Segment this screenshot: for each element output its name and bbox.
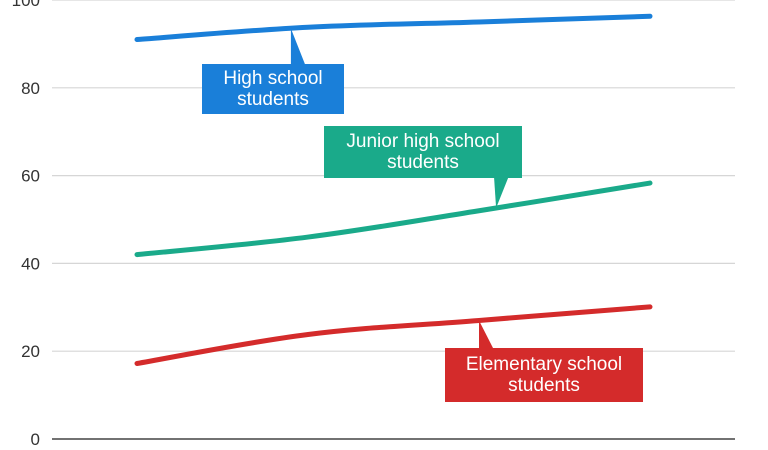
series-label: students xyxy=(508,375,580,396)
callout-box xyxy=(324,126,522,178)
callout-pointer xyxy=(290,28,305,64)
callout-box xyxy=(445,348,643,402)
y-tick-label: 20 xyxy=(21,342,40,361)
series-label: students xyxy=(387,152,459,173)
y-tick-label: 40 xyxy=(21,254,40,273)
series-line-junior-high-school xyxy=(134,180,653,258)
series-lines xyxy=(134,13,653,366)
series-label: Elementary school xyxy=(466,354,622,375)
y-axis: 0 20 40 60 80 100 xyxy=(12,0,40,449)
series-label: students xyxy=(237,89,309,110)
callout-box xyxy=(202,64,344,114)
series-label: High school xyxy=(223,68,322,89)
gridlines xyxy=(52,0,735,440)
y-tick-label: 80 xyxy=(21,79,40,98)
y-tick-label: 60 xyxy=(21,167,40,186)
series-line-high-school xyxy=(134,13,653,43)
callout-pointer xyxy=(479,320,493,348)
y-tick-label: 0 xyxy=(31,430,40,449)
callout-pointer xyxy=(494,178,509,208)
y-tick-label: 100 xyxy=(12,0,40,10)
series-label: Junior high school xyxy=(346,131,499,152)
series-line-elementary-school xyxy=(134,304,653,366)
